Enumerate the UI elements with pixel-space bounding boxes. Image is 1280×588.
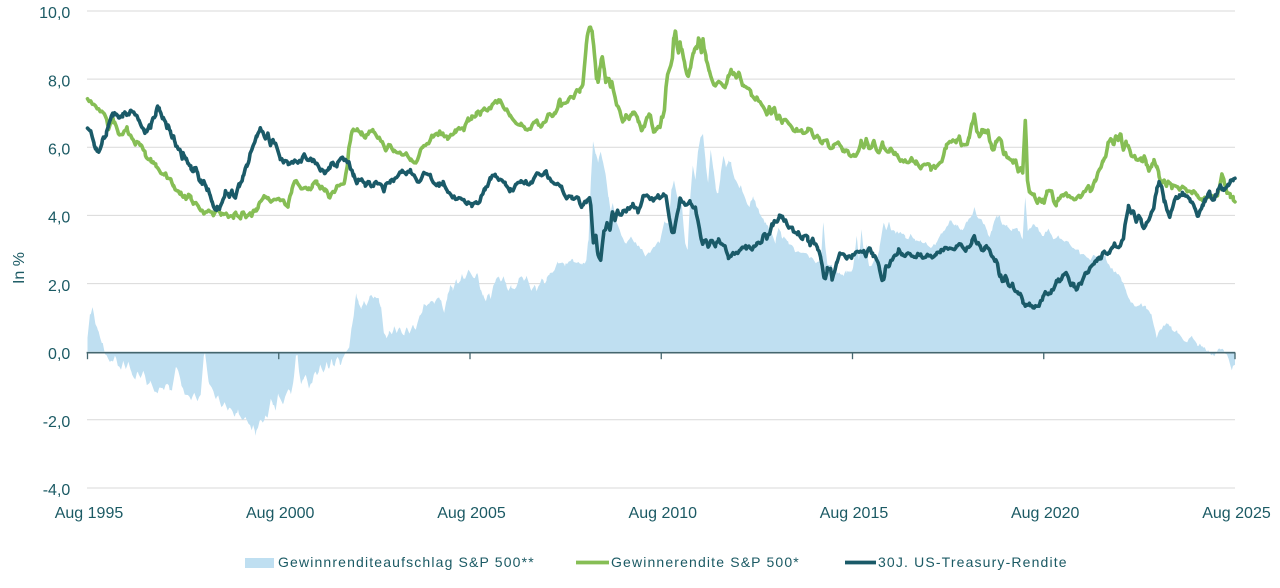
svg-text:Aug 2025: Aug 2025 <box>1202 505 1271 522</box>
svg-text:Gewinnerendite S&P 500*: Gewinnerendite S&P 500* <box>611 554 800 570</box>
svg-text:Aug 2010: Aug 2010 <box>629 505 698 522</box>
svg-text:-4,0: -4,0 <box>43 482 71 499</box>
svg-text:Aug 2005: Aug 2005 <box>437 505 506 522</box>
svg-text:-2,0: -2,0 <box>43 414 71 431</box>
svg-text:Aug 2000: Aug 2000 <box>246 505 315 522</box>
svg-text:30J. US-Treasury-Rendite: 30J. US-Treasury-Rendite <box>878 554 1068 570</box>
svg-text:4,0: 4,0 <box>48 210 70 227</box>
svg-text:10,0: 10,0 <box>39 5 70 22</box>
svg-text:Gewinnrenditeaufschlag S&P 500: Gewinnrenditeaufschlag S&P 500** <box>278 554 535 570</box>
svg-text:0,0: 0,0 <box>48 346 70 363</box>
svg-text:6,0: 6,0 <box>48 142 70 159</box>
svg-text:2,0: 2,0 <box>48 278 70 295</box>
svg-text:In %: In % <box>11 252 28 284</box>
svg-text:Aug 1995: Aug 1995 <box>55 505 124 522</box>
svg-text:8,0: 8,0 <box>48 73 70 90</box>
svg-text:Aug 2015: Aug 2015 <box>820 505 889 522</box>
svg-text:Aug 2020: Aug 2020 <box>1011 505 1080 522</box>
